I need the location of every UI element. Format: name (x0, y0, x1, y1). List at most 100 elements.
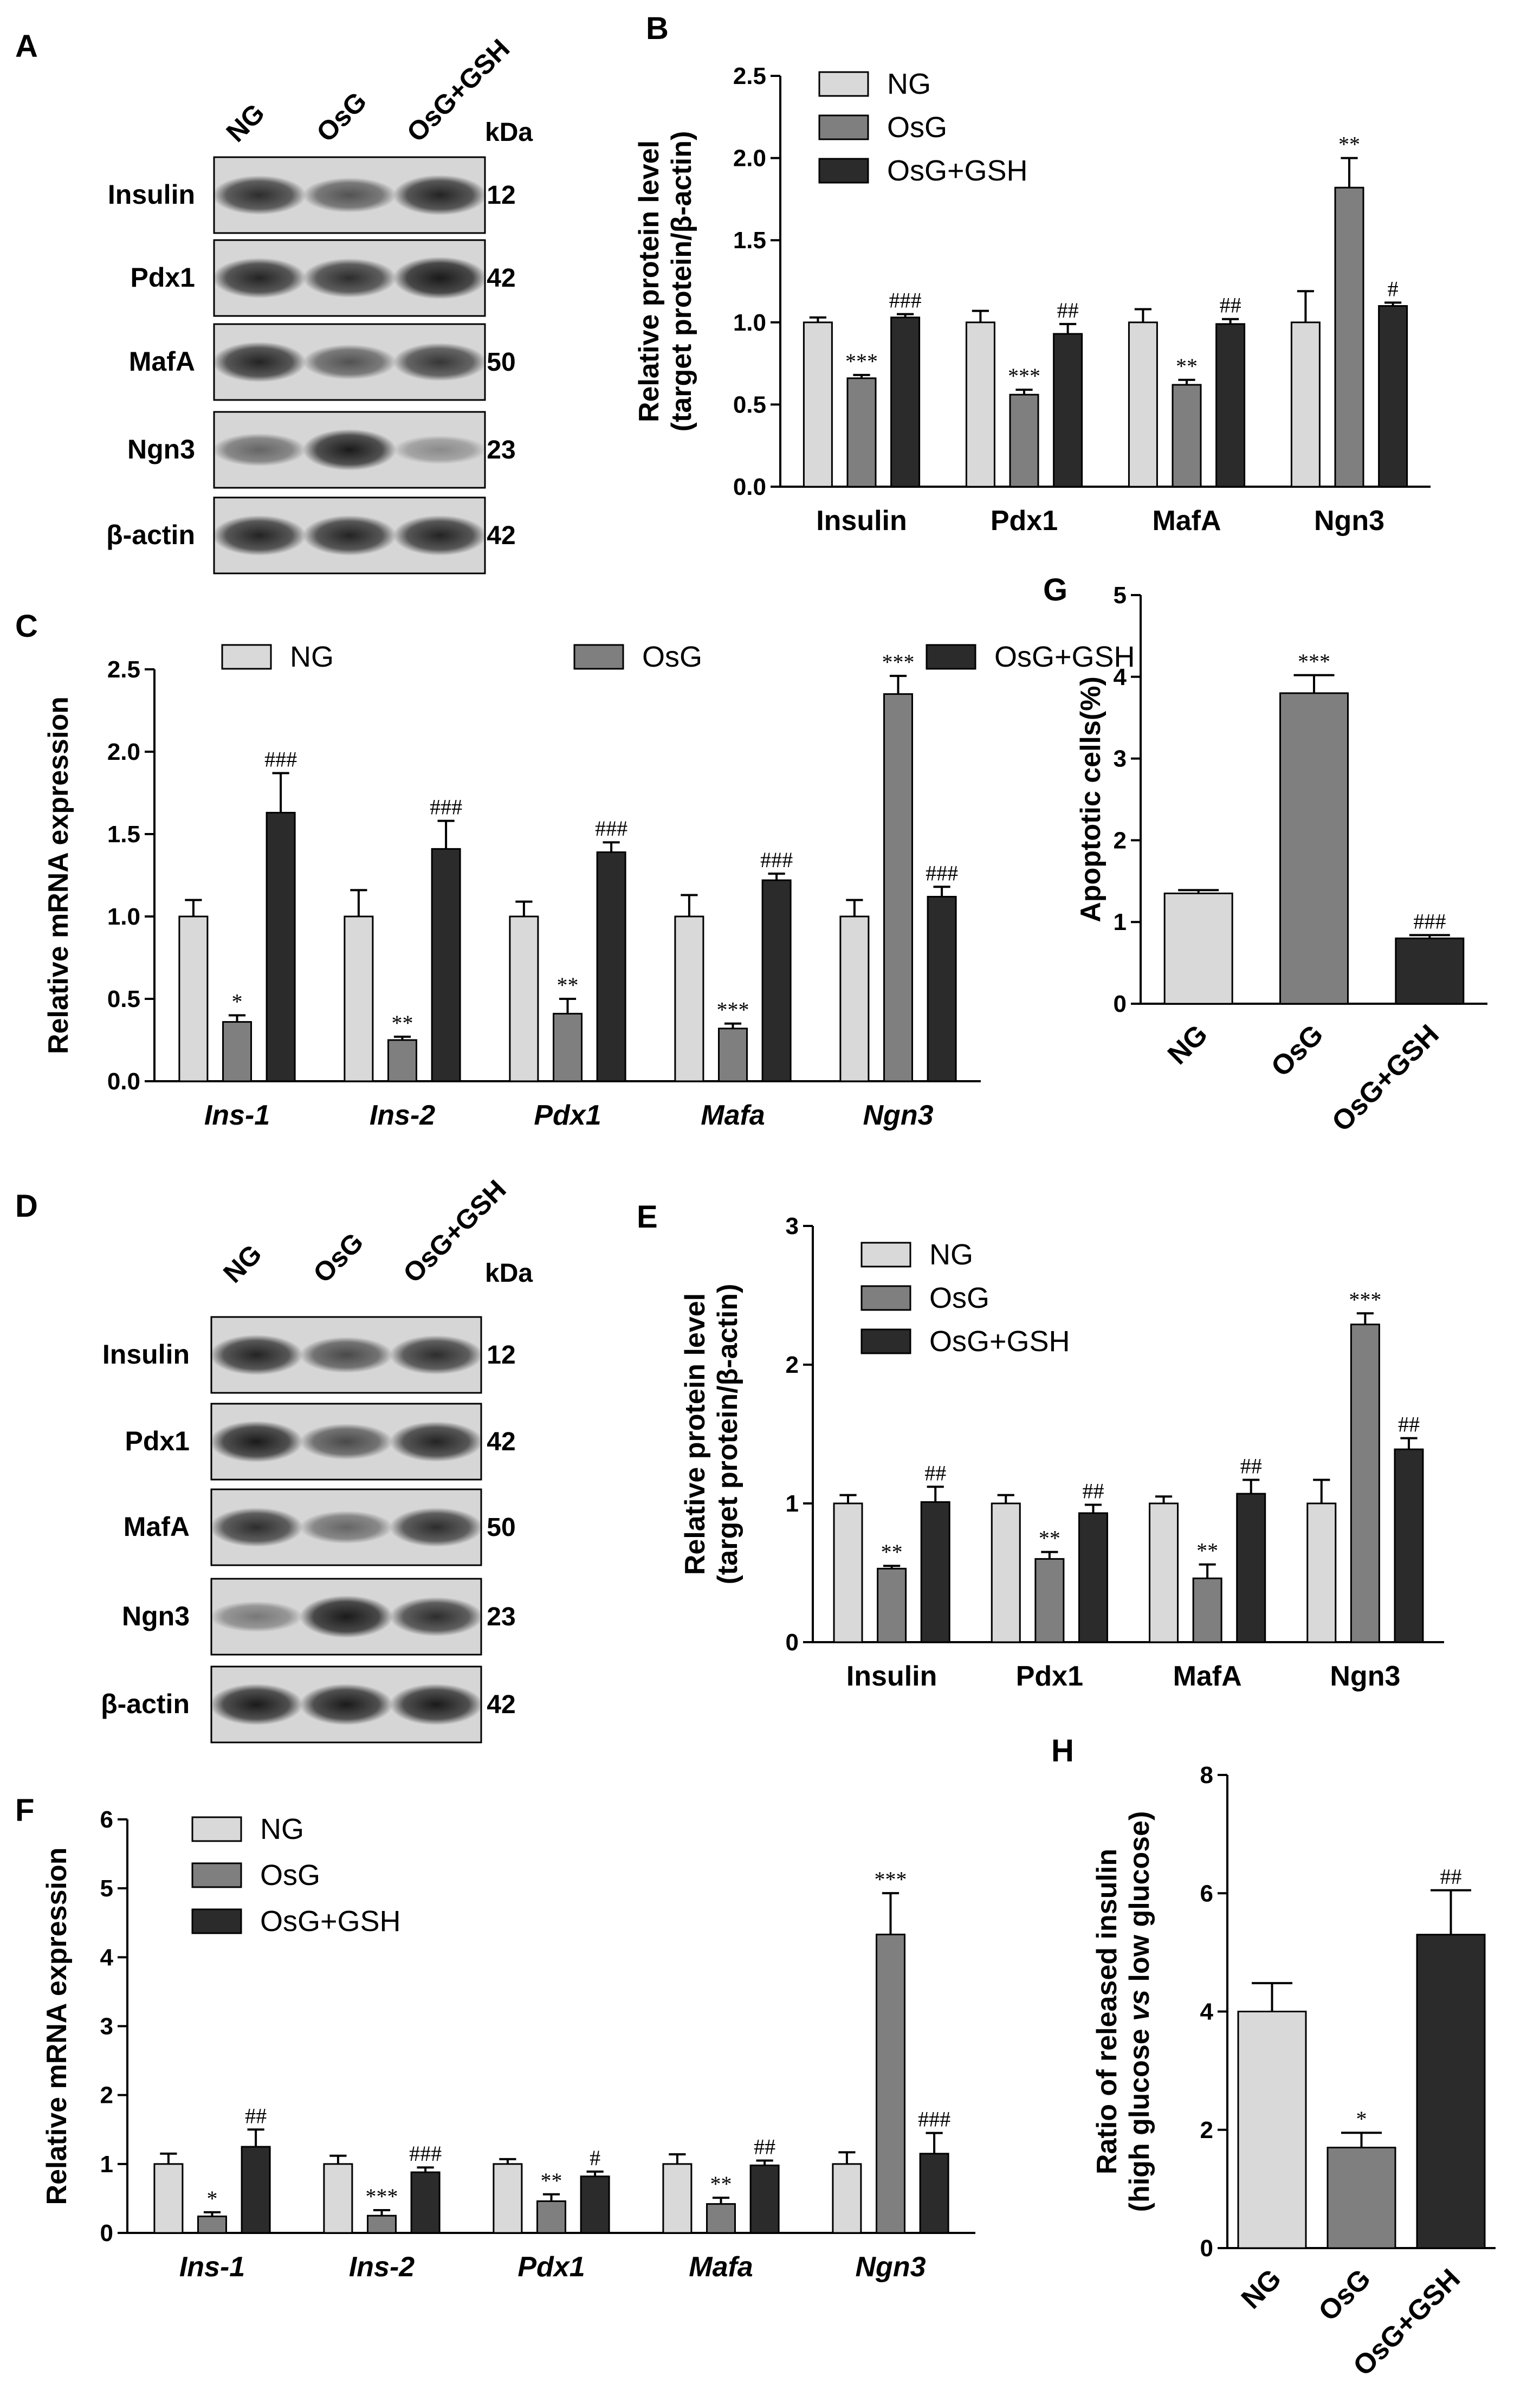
y-axis-label: Relative protein level (680, 1293, 711, 1575)
significance-label: ** (710, 2172, 732, 2196)
y-tick-label: 0.0 (733, 474, 766, 500)
protein-band (393, 175, 487, 216)
lane-label: NG (221, 98, 271, 148)
legend-label: OsG (929, 1282, 989, 1314)
protein-band (209, 1421, 303, 1463)
y-tick-label: 2.5 (107, 656, 140, 683)
y-tick-label: 2.0 (733, 145, 766, 172)
protein-band (302, 177, 397, 213)
significance-label: ## (1220, 293, 1241, 318)
y-tick-label: 0 (786, 1629, 799, 1656)
kda-value: 12 (487, 181, 515, 210)
y-axis-label: Relative mRNA expression (43, 696, 74, 1054)
legend-swatch (860, 1242, 911, 1268)
legend-label: NG (887, 68, 931, 100)
protein-band (389, 1597, 483, 1637)
x-tick-label: Ins-2 (370, 1100, 435, 1131)
protein-band (302, 258, 397, 298)
bar (1149, 1502, 1179, 1643)
y-tick-label: 1.0 (107, 903, 140, 930)
bar (197, 2215, 227, 2234)
bar-chart-e: 0 1 2 3 Relative protein level (target protei… (680, 1213, 1444, 1692)
bar (1306, 1502, 1337, 1643)
significance-label: ## (1440, 1864, 1462, 1889)
legend-swatch (860, 1328, 911, 1354)
significance-label: ** (1176, 354, 1198, 378)
bar (919, 2153, 949, 2234)
protein-band (302, 515, 397, 556)
bar (1163, 892, 1233, 1005)
bar (1378, 305, 1408, 488)
y-tick-label: 0.5 (733, 391, 766, 418)
bar (877, 1567, 907, 1643)
significance-label: ## (1398, 1412, 1420, 1437)
legend-swatch (818, 158, 869, 184)
kda-value: 42 (487, 1690, 515, 1719)
kda-header: kDa (485, 118, 533, 147)
significance-label: * (1356, 2107, 1367, 2131)
y-tick-label: 2.5 (733, 63, 766, 89)
bar (965, 321, 995, 488)
protein-band (389, 1335, 483, 1375)
x-tick-label: MafA (1173, 1661, 1242, 1692)
kda-header: kDa (485, 1259, 533, 1288)
protein-band (302, 429, 397, 471)
bar (178, 915, 209, 1082)
protein-label: MafA (124, 1512, 190, 1542)
significance-label: ### (264, 747, 297, 772)
significance-label: ### (889, 288, 922, 313)
significance-label: *** (1349, 1287, 1381, 1312)
significance-label: ** (392, 1011, 413, 1035)
bar (1215, 323, 1246, 488)
legend-label: OsG+GSH (929, 1325, 1070, 1358)
bar (1236, 1493, 1266, 1643)
kda-value: 50 (487, 1513, 515, 1542)
bar (1394, 1448, 1424, 1643)
bar-chart-f: 0 1 2 3 4 5 6 Relative mRNA expression * ## Ins-1 *… (41, 1806, 975, 2283)
panel-letter-e: E (637, 1199, 658, 1235)
bar (761, 879, 792, 1082)
y-tick-label: 2 (100, 2082, 113, 2109)
panel-letter-d: D (15, 1189, 38, 1224)
y-tick-label: 4 (1200, 1999, 1214, 2025)
protein-band (389, 1683, 483, 1726)
y-tick-label: 6 (1200, 1880, 1213, 1907)
bar (1416, 1934, 1486, 2249)
bar (387, 1039, 417, 1082)
y-tick-label: 0 (1114, 991, 1127, 1017)
protein-band (393, 515, 487, 556)
y-tick-label: 5 (1114, 582, 1127, 609)
significance-label: *** (366, 2184, 398, 2209)
legend-swatch (926, 644, 976, 670)
significance-label: ## (245, 2103, 267, 2128)
panel-letter-h: H (1051, 1733, 1074, 1768)
bar (718, 1028, 748, 1082)
bar (241, 2146, 271, 2234)
protein-band (299, 1595, 393, 1638)
bar (222, 1021, 252, 1082)
protein-label: Pdx1 (130, 262, 195, 293)
protein-label: β-actin (101, 1689, 190, 1719)
bar-chart-h: 0 2 4 6 8 Ratio of released insulin (high gluc… (1091, 1762, 1496, 2382)
bar (493, 2163, 523, 2234)
y-tick-label: 1.0 (733, 309, 766, 336)
legend-label: NG (260, 1813, 304, 1845)
y-tick-label: 4 (1114, 664, 1127, 690)
protein-band (393, 435, 487, 464)
legend-swatch (191, 1816, 242, 1842)
kda-value: 42 (487, 264, 515, 293)
bar-chart-b: 0.0 0.5 1.0 1.5 2.0 2.5 Relative protein level… (633, 63, 1431, 537)
x-tick-label: Ins-2 (349, 2251, 415, 2283)
x-tick-label: Ins-1 (179, 2251, 245, 2283)
legend-label: OsG+GSH (887, 154, 1028, 187)
bar (803, 321, 833, 488)
panel-letter-f: F (15, 1793, 34, 1828)
y-axis-label: Ratio of released insulin (1091, 1849, 1123, 2174)
bar (1128, 321, 1158, 488)
bar (431, 848, 461, 1082)
y-tick-label: 1.5 (107, 821, 140, 848)
protein-label: Ngn3 (127, 434, 195, 464)
bar (553, 1012, 583, 1082)
bar (1237, 2011, 1307, 2249)
